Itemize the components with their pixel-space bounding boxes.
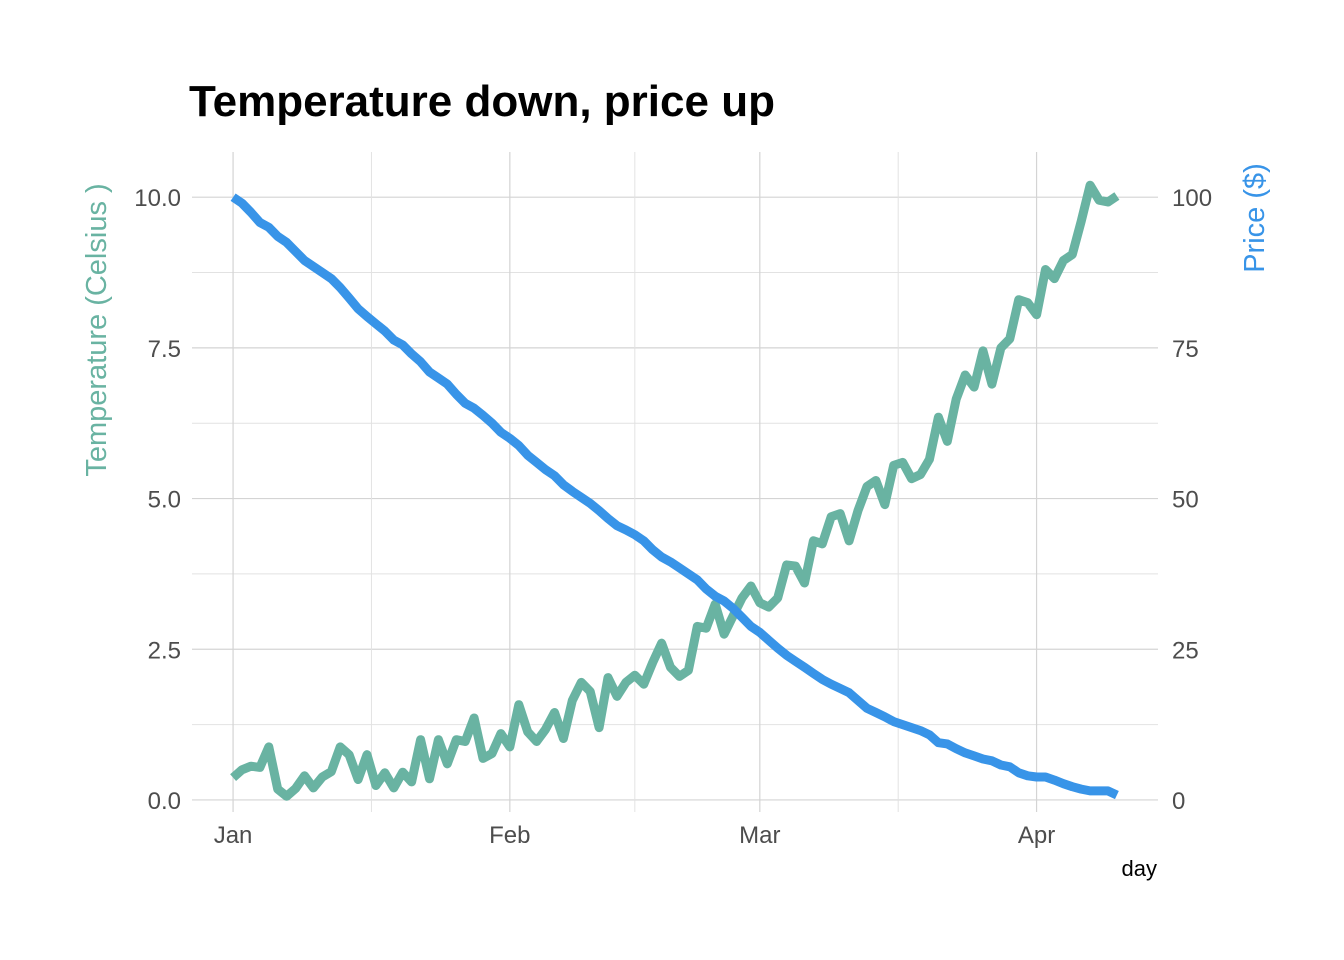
tick-labels: 0.0 2.5 5.0 7.5 10.0 0 25 50 75 100 Jan Feb Mar Apr bbox=[134, 185, 1212, 849]
y-right-tick-label: 75 bbox=[1172, 336, 1199, 363]
x-tick-label: Mar bbox=[739, 822, 780, 849]
y-left-tick-label: 0.0 bbox=[148, 788, 181, 815]
y-left-tick-label: 10.0 bbox=[134, 185, 181, 212]
gridlines bbox=[192, 152, 1158, 812]
y-right-tick-label: 25 bbox=[1172, 637, 1199, 664]
y-axis-right-title: Price ($) bbox=[1239, 163, 1271, 273]
x-tick-label: Apr bbox=[1018, 822, 1055, 849]
chart-title: Temperature down, price up bbox=[189, 77, 775, 126]
y-right-tick-label: 50 bbox=[1172, 487, 1199, 514]
y-axis-left-title: Temperature (Celsius ) bbox=[81, 183, 113, 476]
series-lines bbox=[230, 180, 1120, 801]
y-right-tick-label: 0 bbox=[1172, 788, 1185, 815]
price-line bbox=[230, 193, 1119, 800]
y-left-tick-label: 7.5 bbox=[148, 336, 181, 363]
temperature-line bbox=[230, 180, 1120, 801]
x-tick-label: Jan bbox=[214, 822, 253, 849]
y-left-tick-label: 5.0 bbox=[148, 487, 181, 514]
x-tick-label: Feb bbox=[489, 822, 530, 849]
y-right-tick-label: 100 bbox=[1172, 185, 1212, 212]
y-left-tick-label: 2.5 bbox=[148, 637, 181, 664]
x-axis-title: day bbox=[1122, 856, 1157, 881]
